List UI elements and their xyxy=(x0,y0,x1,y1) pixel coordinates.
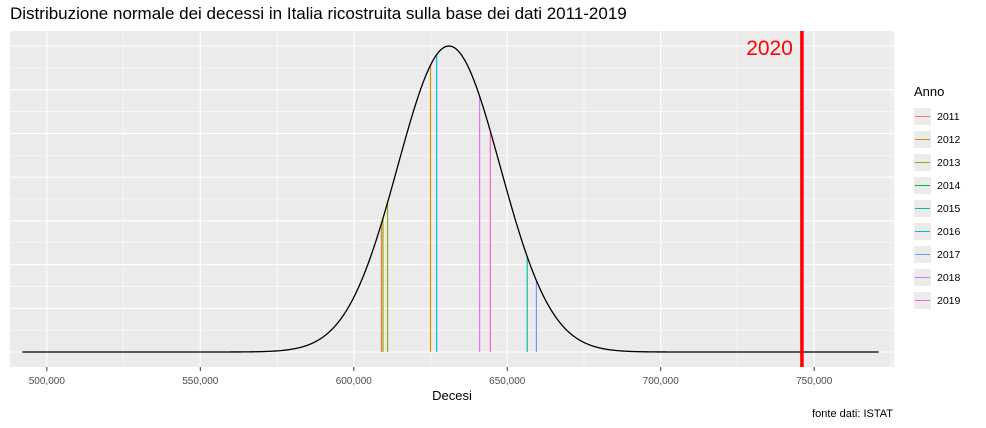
legend-key xyxy=(914,223,931,240)
legend-label: 2013 xyxy=(937,156,961,169)
legend-item-2012: 2012 xyxy=(914,128,960,151)
x-tick-label: 750,000 xyxy=(796,376,833,387)
legend-keys: 2011 2012 2013 2014 2015 2016 2017 2018 2019 xyxy=(914,105,961,312)
reference-line-label: 2020 xyxy=(746,37,793,60)
legend-swatch-line xyxy=(915,231,930,232)
year-lines xyxy=(380,54,538,352)
normal-curve-path xyxy=(22,45,879,353)
legend-label: 2018 xyxy=(937,271,961,284)
legend-label: 2011 xyxy=(937,110,960,123)
legend-item-2017: 2017 xyxy=(914,243,960,266)
legend-key xyxy=(914,131,931,148)
x-axis-title: Decesi xyxy=(432,388,472,403)
legend-label: 2014 xyxy=(937,179,961,192)
legend-label: 2019 xyxy=(937,294,961,307)
legend-label: 2012 xyxy=(937,133,961,146)
legend-item-2011: 2011 xyxy=(914,105,960,128)
normal-curve xyxy=(22,45,879,353)
x-tick-label: 600,000 xyxy=(336,376,373,387)
legend-item-2013: 2013 xyxy=(914,151,960,174)
legend-key xyxy=(914,108,931,125)
legend-item-2019: 2019 xyxy=(914,289,960,312)
legend-key xyxy=(914,269,931,286)
reference-line-group: 2020 xyxy=(746,31,804,367)
legend-item-2014: 2014 xyxy=(914,174,960,197)
legend-swatch-line xyxy=(915,254,930,255)
legend-swatch-line xyxy=(915,139,930,140)
legend-swatch-line xyxy=(915,277,930,278)
legend-label: 2015 xyxy=(937,202,961,215)
legend-item-2015: 2015 xyxy=(914,197,960,220)
legend-swatch-line xyxy=(915,116,930,117)
legend-item-2016: 2016 xyxy=(914,220,960,243)
legend-swatch-line xyxy=(915,208,930,209)
legend-key xyxy=(914,154,931,171)
legend-key xyxy=(914,292,931,309)
x-tick-label: 700,000 xyxy=(643,376,680,387)
legend-swatch-line xyxy=(915,300,930,301)
legend-title: Anno xyxy=(914,84,945,99)
legend-swatch-line xyxy=(915,185,930,186)
legend-swatch-line xyxy=(915,162,930,163)
x-tick-label: 550,000 xyxy=(182,376,219,387)
legend-item-2018: 2018 xyxy=(914,266,960,289)
legend-key xyxy=(914,200,931,217)
x-axis: 500,000 550,000 600,000 650,000 700,000 750,0… xyxy=(29,367,833,387)
legend-key xyxy=(914,177,931,194)
source-caption: fonte dati: ISTAT xyxy=(812,408,893,420)
legend-label: 2016 xyxy=(937,225,961,238)
legend-key xyxy=(914,246,931,263)
legend-label: 2017 xyxy=(937,248,961,261)
chart-title: Distribuzione normale dei decessi in Ita… xyxy=(10,4,627,23)
legend: Anno 2011 2012 2013 2014 2015 2016 2017 2018 201… xyxy=(914,84,961,312)
x-tick-label: 500,000 xyxy=(29,376,66,387)
x-tick-label: 650,000 xyxy=(489,376,526,387)
